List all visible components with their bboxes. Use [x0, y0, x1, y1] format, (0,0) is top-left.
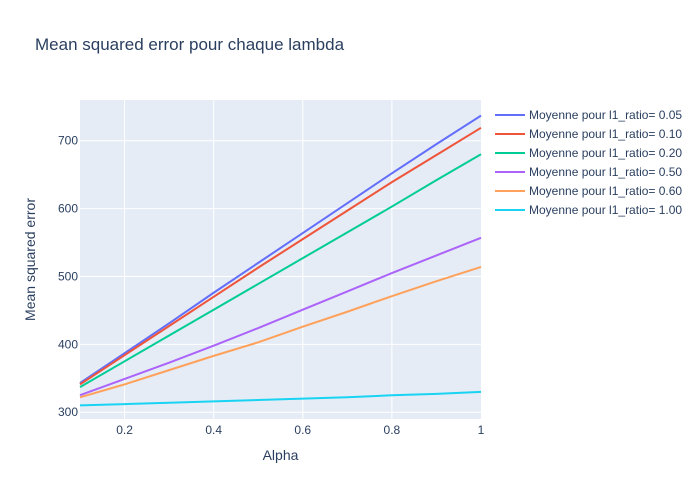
legend-label: Moyenne pour l1_ratio= 0.20 — [529, 146, 682, 160]
series-line-2 — [79, 126, 482, 386]
x-axis-title: Alpha — [263, 447, 299, 463]
legend-label: Moyenne pour l1_ratio= 0.05 — [529, 108, 682, 122]
chart-title: Mean squared error pour chaque lambda — [35, 35, 345, 54]
x-tick-label: 0.6 — [294, 423, 311, 437]
legend-item[interactable]: Moyenne pour l1_ratio= 0.10 — [495, 127, 682, 141]
legend-label: Moyenne pour l1_ratio= 0.50 — [529, 165, 682, 179]
y-tick-label: 600 — [58, 202, 78, 216]
series-line-4 — [79, 236, 482, 397]
legend-label: Moyenne pour l1_ratio= 0.10 — [529, 127, 682, 141]
y-tick-label: 500 — [58, 269, 78, 283]
plot-area — [80, 100, 481, 419]
series-line-6 — [79, 390, 482, 407]
x-tick-label: 1 — [478, 423, 485, 437]
series-lines — [79, 114, 482, 407]
legend-item[interactable]: Moyenne pour l1_ratio= 1.00 — [495, 203, 682, 217]
legend-label: Moyenne pour l1_ratio= 1.00 — [529, 203, 682, 217]
y-tick-label: 700 — [58, 134, 78, 148]
legend-item[interactable]: Moyenne pour l1_ratio= 0.05 — [495, 108, 682, 122]
series-line-5 — [79, 266, 482, 399]
legend-item[interactable]: Moyenne pour l1_ratio= 0.60 — [495, 184, 682, 198]
legend-item[interactable]: Moyenne pour l1_ratio= 0.50 — [495, 165, 682, 179]
x-tick-label: 0.8 — [384, 423, 401, 437]
grid — [80, 100, 481, 419]
legend: Moyenne pour l1_ratio= 0.05 Moyenne pour … — [495, 108, 682, 217]
legend-item[interactable]: Moyenne pour l1_ratio= 0.20 — [495, 146, 682, 160]
x-tick-label: 0.2 — [116, 423, 133, 437]
y-tick-label: 400 — [58, 337, 78, 351]
tick-labels: 0.2 0.4 0.6 0.8 1 300 400 500 600 700 — [58, 134, 485, 437]
y-axis-title: Mean squared error — [22, 198, 38, 321]
series-line-3 — [79, 153, 482, 388]
y-tick-label: 300 — [58, 405, 78, 419]
x-tick-label: 0.4 — [205, 423, 222, 437]
legend-label: Moyenne pour l1_ratio= 0.60 — [529, 184, 682, 198]
series-line-1 — [79, 114, 482, 384]
